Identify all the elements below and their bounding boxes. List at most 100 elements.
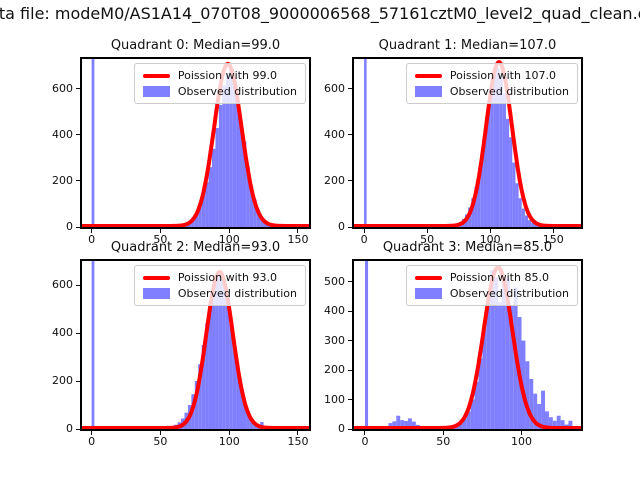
y-tick-mark	[76, 134, 80, 136]
legend-row: Observed distribution	[142, 287, 297, 300]
histogram-bar	[212, 148, 216, 227]
x-tick-mark	[521, 431, 522, 435]
histogram-bar	[191, 217, 195, 227]
histogram-bar	[253, 199, 257, 227]
histogram-bar	[225, 298, 230, 429]
poisson-line-swatch	[142, 275, 170, 280]
x-tick-label: 0	[360, 233, 368, 246]
y-tick-label: 0	[66, 422, 73, 435]
x-tick-mark	[552, 229, 554, 233]
y-tick-label: 400	[52, 326, 73, 339]
y-tick-mark	[348, 310, 352, 312]
y-tick-label: 500	[324, 274, 345, 288]
y-tick-mark	[348, 428, 352, 430]
histogram-bar	[242, 141, 247, 227]
poisson-fit-curve	[82, 61, 309, 227]
legend-label-observed: Observed distribution	[449, 85, 569, 98]
x-tick-label: 150	[287, 233, 309, 246]
histogram-bar	[260, 216, 264, 227]
histogram-bar	[232, 76, 237, 227]
histogram-bar	[525, 361, 530, 429]
histogram-bar	[524, 215, 529, 227]
quadrant-0-title: Quadrant 0: Median=99.0	[110, 38, 281, 53]
histogram-bar	[201, 345, 206, 429]
histogram-bar	[201, 194, 206, 227]
legend-row: Observed distribution	[142, 85, 297, 98]
histogram-bar	[218, 105, 223, 227]
histogram-bar	[208, 167, 213, 227]
y-tick-label: 200	[52, 173, 73, 187]
x-tick-label: 50	[420, 233, 435, 246]
histogram-bar	[411, 421, 416, 429]
y-tick-label: 400	[52, 127, 73, 141]
histogram-bar	[470, 399, 475, 429]
histogram-bar	[490, 269, 495, 429]
x-tick-label: 100	[479, 233, 501, 246]
histogram-bar	[249, 186, 254, 227]
quadrant-1-title: Quadrant 1: Median=107.0	[378, 38, 557, 53]
histogram-bar	[396, 415, 401, 429]
histogram-bar	[552, 420, 557, 429]
histogram-bar	[392, 421, 397, 429]
y-tick-mark	[76, 332, 80, 334]
quadrant-0-legend: Poission with 99.0 Observed distribution	[133, 63, 306, 104]
legend-label-observed: Observed distribution	[177, 85, 297, 98]
histogram-bar	[512, 162, 516, 227]
legend-label-observed: Observed distribution	[177, 287, 297, 300]
quadrant-1-axes: Quadrant 1: Median=107.0 Poission with 1…	[324, 38, 583, 246]
histogram-bar	[246, 166, 250, 227]
legend-row: Poission with 107.0	[414, 69, 569, 82]
histogram-bar	[534, 224, 538, 227]
quadrant-3-plot-area	[354, 261, 581, 429]
y-tick-mark	[348, 281, 352, 283]
histogram-bar	[494, 277, 499, 429]
x-tick-mark	[91, 431, 93, 435]
histogram-bar	[471, 198, 475, 227]
histogram-bar	[215, 128, 219, 227]
x-tick-label: 50	[153, 435, 168, 448]
x-tick-mark	[159, 229, 161, 233]
legend-label-poisson: Poission with 99.0	[177, 69, 277, 82]
histogram-bar	[568, 420, 573, 429]
histogram-bar	[242, 402, 247, 429]
histogram-bar	[225, 73, 230, 227]
histogram-bar	[477, 171, 481, 227]
y-tick-mark	[348, 226, 352, 228]
histogram-bar	[194, 381, 199, 429]
histogram-bar	[400, 420, 405, 429]
x-tick-label: 50	[153, 233, 168, 246]
x-tick-mark	[297, 431, 299, 435]
x-tick-label: 50	[436, 435, 451, 448]
histogram-bar	[404, 421, 409, 429]
histogram-bar	[194, 212, 199, 227]
histogram-bar	[478, 358, 483, 429]
histogram-bar	[499, 75, 503, 227]
histogram-bar	[474, 186, 478, 227]
y-tick-mark	[348, 369, 352, 371]
histogram-bar	[496, 68, 500, 227]
observed-patch-swatch	[142, 288, 170, 299]
histogram-bar	[205, 323, 209, 429]
poisson-line-swatch	[142, 73, 170, 78]
quadrant-1-legend: Poission with 107.0 Observed distributio…	[405, 63, 578, 104]
x-tick-label: 150	[287, 435, 309, 448]
y-tick-mark	[348, 180, 352, 182]
histogram-bar	[212, 285, 216, 429]
quadrant-0-plot-area	[82, 59, 309, 227]
histogram-bar	[236, 98, 240, 227]
histogram-bar	[229, 68, 233, 227]
histogram-bar	[222, 85, 226, 227]
y-tick-label: 400	[324, 304, 345, 318]
quadrant-1-plot-area	[354, 59, 581, 227]
figure-suptitle: Data file: modeM0/AS1A14_070T08_90000065…	[0, 4, 640, 23]
histogram-bar	[498, 302, 502, 429]
legend-label-poisson: Poission with 93.0	[177, 271, 277, 284]
histogram-bar	[249, 418, 254, 429]
zero-spike-bar	[364, 59, 367, 227]
histogram-bar	[483, 131, 488, 227]
x-tick-mark	[297, 229, 299, 233]
histogram-bar	[528, 220, 532, 227]
histogram-bar	[232, 347, 237, 429]
histogram-bar	[493, 73, 497, 227]
histogram-bar	[544, 411, 549, 429]
